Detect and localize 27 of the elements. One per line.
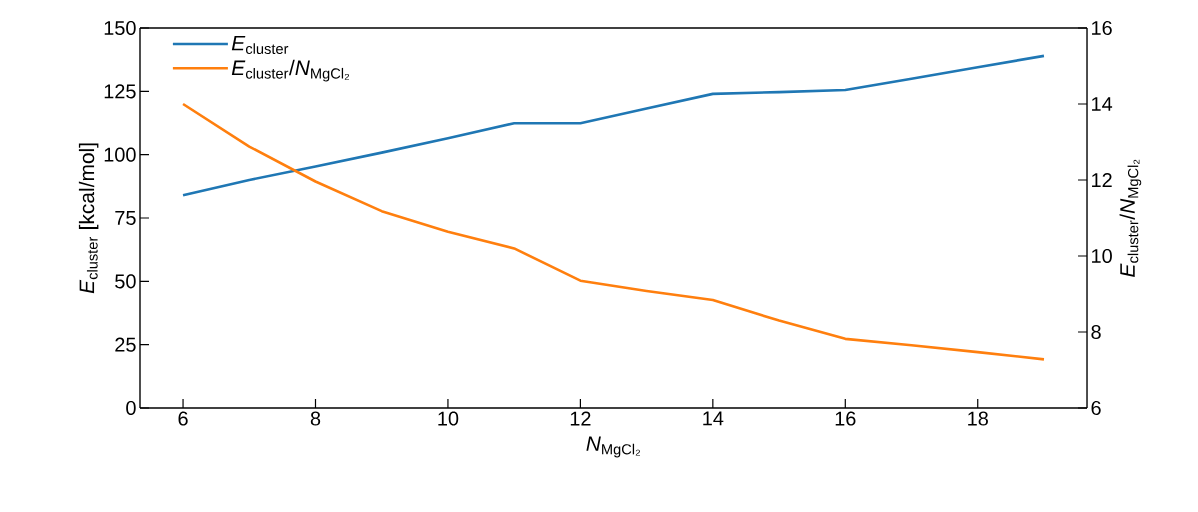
y-tick-label: 25 [115,337,136,352]
x-axis-title: N$_{MgCl₂}$ [586,436,641,458]
y2-tick-label: 16 [1092,20,1112,36]
y2-tick-label: 10 [1092,248,1112,264]
x-tick-label: 14 [703,411,724,426]
y2-tick-label: 12 [1092,173,1112,187]
y2-axis-title: E$_{cluster}$/N$_{MgCl₂}$ [1119,159,1142,277]
x-tick-label: 12 [570,411,591,426]
line-series [181,54,1046,197]
legend-label: E$_{cluster}$/N$_{MgCl₂}$ [231,59,350,82]
y-axis-title: E$_{cluster}$ [kcal/mol] [78,143,99,294]
x-tick-label: 10 [438,411,459,426]
y2-tick-label: 8 [1091,324,1101,340]
y-tick-label: 100 [104,147,136,162]
x-tick-label: 6 [178,411,188,426]
y-tick-label: 150 [104,20,136,36]
legend-label: E$_{cluster}$ [231,35,289,55]
y-tick-label: 50 [115,274,136,289]
y2-tick-label: 6 [1091,400,1101,416]
y-tick-label: 75 [115,211,136,225]
y-tick-label: 125 [104,84,136,99]
y2-tick-label: 14 [1092,97,1113,111]
x-tick-label: 16 [835,411,856,426]
x-tick-label: 8 [310,411,321,426]
x-tick-label: 18 [968,411,988,426]
line-series [181,102,1046,361]
y-tick-label: 0 [126,400,136,416]
